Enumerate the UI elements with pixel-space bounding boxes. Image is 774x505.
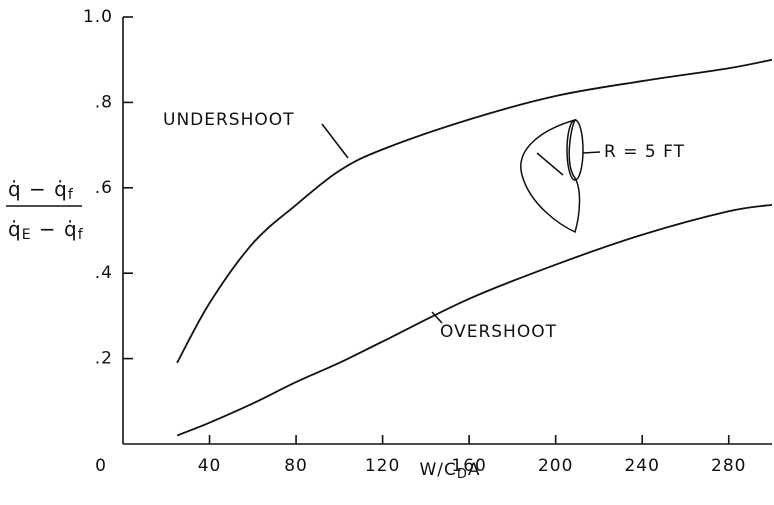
x-tick-label: 120 [365,456,400,476]
x-tick-label: 200 [538,456,573,476]
y-tick-label: .2 [95,349,113,369]
x-label-part: W/C [419,460,456,480]
x-tick-label: 0 [95,456,107,476]
y-label-part: − q̇ [32,217,78,241]
series-line [176,203,773,437]
y-label-denominator: q̇E − q̇f [8,217,84,244]
x-tick-label: 40 [198,456,222,476]
annotation: R = 5 FT [604,142,685,162]
y-label-numerator: q̇ − q̇f [8,177,74,204]
y-tick-label: .8 [95,92,113,112]
y-label-part: f [78,227,84,243]
y-label-part: E [22,227,32,243]
leader-line [321,123,349,159]
x-label-part: D [457,467,468,482]
x-label-part: A [468,460,481,480]
y-tick-label: .6 [95,178,113,198]
x-tick-label: 240 [624,456,659,476]
series-label: OVERSHOOT [440,322,557,342]
y-tick-label: .4 [95,263,113,283]
series-line [176,58,773,364]
x-tick-label: 80 [284,456,308,476]
shape-icon [520,118,601,234]
x-axis-label: W/CDA [419,460,480,482]
x-tick-label: 280 [711,456,746,476]
leader-line [431,311,443,324]
y-label-part: q̇ [8,217,22,241]
y-tick-label: 1.0 [83,7,113,27]
x-tick-label: 160 [451,456,486,476]
y-label-part: f [68,187,74,203]
y-label-part: q̇ − q̇ [8,177,68,201]
series-label: UNDERSHOOT [163,110,295,130]
